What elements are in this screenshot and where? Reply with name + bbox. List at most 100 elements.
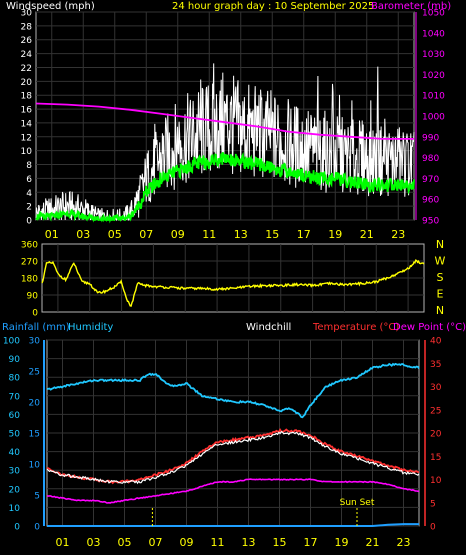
wind-hour-label-03: 03 [76, 228, 90, 241]
wind-hour-label-19: 19 [328, 228, 342, 241]
humidity-tick-label: 0 [14, 523, 20, 533]
rain-tick-label: 5 [34, 492, 40, 502]
temperature-tick-label: 0 [430, 523, 436, 533]
wind-hour-label-09: 09 [171, 228, 185, 241]
wind-hour-label-23: 23 [391, 228, 405, 241]
temperature-tick-label: 30 [430, 383, 442, 393]
wind-tick-label: 30 [21, 9, 33, 19]
wind-hour-label-11: 11 [202, 228, 216, 241]
direction-tick-label: 360 [21, 241, 38, 251]
wind-hour-label-05: 05 [108, 228, 122, 241]
temperature-tick-label: 25 [430, 406, 441, 416]
temperature-tick-label: 15 [430, 453, 441, 463]
baro-tick-label: 1040 [422, 29, 445, 39]
wind-hour-label-07: 07 [139, 228, 153, 241]
wind-axis-title: Windspeed (mph) [6, 1, 95, 12]
humidity-tick-label: 100 [3, 337, 20, 347]
wind-tick-label: 8 [26, 161, 32, 171]
baro-tick-label: 1020 [422, 71, 445, 81]
temperature-tick-label: 35 [430, 360, 441, 370]
rain-tick-label: 20 [29, 399, 41, 409]
wind-hour-label-17: 17 [297, 228, 311, 241]
compass-label-s: S [437, 271, 444, 284]
wind-tick-label: 26 [21, 36, 33, 46]
wind-hour-axis: 01 03 05 07 09 11 13 15 17 19 21 23 [45, 228, 406, 241]
temp-hour-label-23: 23 [397, 536, 411, 549]
compass-label-e: E [437, 288, 444, 301]
humidity-axis-title: Humidity [68, 322, 113, 333]
temp-hour-label-11: 11 [211, 536, 225, 549]
humidity-tick-label: 90 [9, 355, 21, 365]
wind-hour-label-15: 15 [265, 228, 279, 241]
baro-tick-label: 980 [422, 154, 439, 164]
rain-tick-label: 0 [34, 523, 40, 533]
wind-tick-label: 20 [21, 78, 33, 88]
baro-tick-label: 1000 [422, 113, 445, 123]
humidity-tick-label: 40 [9, 448, 21, 458]
gust-line [35, 151, 415, 224]
dewpoint-legend: Dew Point (°C) [393, 322, 466, 333]
wind-tick-label: 24 [21, 50, 33, 60]
humidity-tick-label: 30 [9, 467, 21, 477]
humidity-tick-label: 80 [9, 374, 21, 384]
temp-hour-label-13: 13 [242, 536, 256, 549]
temperature-tick-label: 20 [430, 430, 442, 440]
wind-hour-label-01: 01 [45, 228, 59, 241]
baro-tick-label: 970 [422, 175, 439, 185]
wind-tick-label: 2 [26, 203, 32, 213]
temp-hour-label-19: 19 [335, 536, 349, 549]
dewpoint-line [46, 478, 420, 504]
wind-tick-label: 10 [21, 147, 33, 157]
baro-tick-label: 1010 [422, 92, 445, 102]
temperature-tick-label: 40 [430, 337, 442, 347]
wind-tick-label: 14 [21, 119, 33, 129]
temp-hour-label-21: 21 [366, 536, 380, 549]
wind-tick-label: 28 [21, 22, 33, 32]
wind-tick-label: 18 [21, 92, 33, 102]
direction-tick-label: 90 [27, 292, 39, 302]
temperature-line [46, 427, 420, 485]
humidity-tick-label: 50 [9, 430, 21, 440]
baro-tick-label: 1050 [422, 9, 445, 19]
temp-hour-label-01: 01 [56, 536, 70, 549]
temp-hour-label-07: 07 [149, 536, 163, 549]
rainfall-line [47, 523, 419, 527]
rain-tick-label: 10 [29, 461, 41, 471]
rain-tick-label: 25 [29, 368, 40, 378]
wind-tick-label: 22 [21, 64, 32, 74]
direction-tick-label: 0 [32, 309, 38, 319]
wind-tick-label: 12 [21, 133, 32, 143]
wind-hour-label-13: 13 [234, 228, 248, 241]
wind-hour-label-21: 21 [360, 228, 374, 241]
baro-tick-label: 950 [422, 217, 439, 227]
baro-tick-label: 960 [422, 196, 439, 206]
temp-hour-label-17: 17 [304, 536, 318, 549]
windchill-legend: Windchill [246, 322, 291, 333]
humidity-line [46, 362, 420, 419]
temp-hour-label-09: 09 [180, 536, 194, 549]
wind-tick-label: 4 [26, 189, 32, 199]
wind-tick-label: 6 [26, 175, 32, 185]
wind-direction-line [41, 259, 425, 307]
temp-humidity-panel: 0 10 20 30 40 50 60 70 80 90 100 0 5 10 15 20 25 30 0 5 10… [3, 337, 442, 533]
humidity-tick-label: 60 [9, 411, 21, 421]
compass-label-w: W [435, 255, 446, 268]
temperature-tick-label: 5 [430, 499, 436, 509]
humidity-tick-label: 70 [9, 392, 21, 402]
windchill-line [46, 430, 420, 485]
temperature-tick-label: 10 [430, 476, 442, 486]
direction-tick-label: 270 [21, 258, 38, 268]
rain-axis-title: Rainfall (mm) [2, 322, 70, 333]
rain-tick-label: 30 [29, 337, 41, 347]
rain-tick-label: 15 [29, 430, 40, 440]
sunset-label: Sun Set [340, 498, 375, 508]
temperature-legend: Temperature (°C) [312, 322, 399, 333]
humidity-tick-label: 20 [9, 485, 21, 495]
humidity-tick-label: 10 [9, 504, 21, 514]
graph-title: 24 hour graph day : 10 September 2025 [172, 1, 374, 12]
temp-hour-label-03: 03 [87, 536, 101, 549]
barometer-line [35, 102, 414, 140]
